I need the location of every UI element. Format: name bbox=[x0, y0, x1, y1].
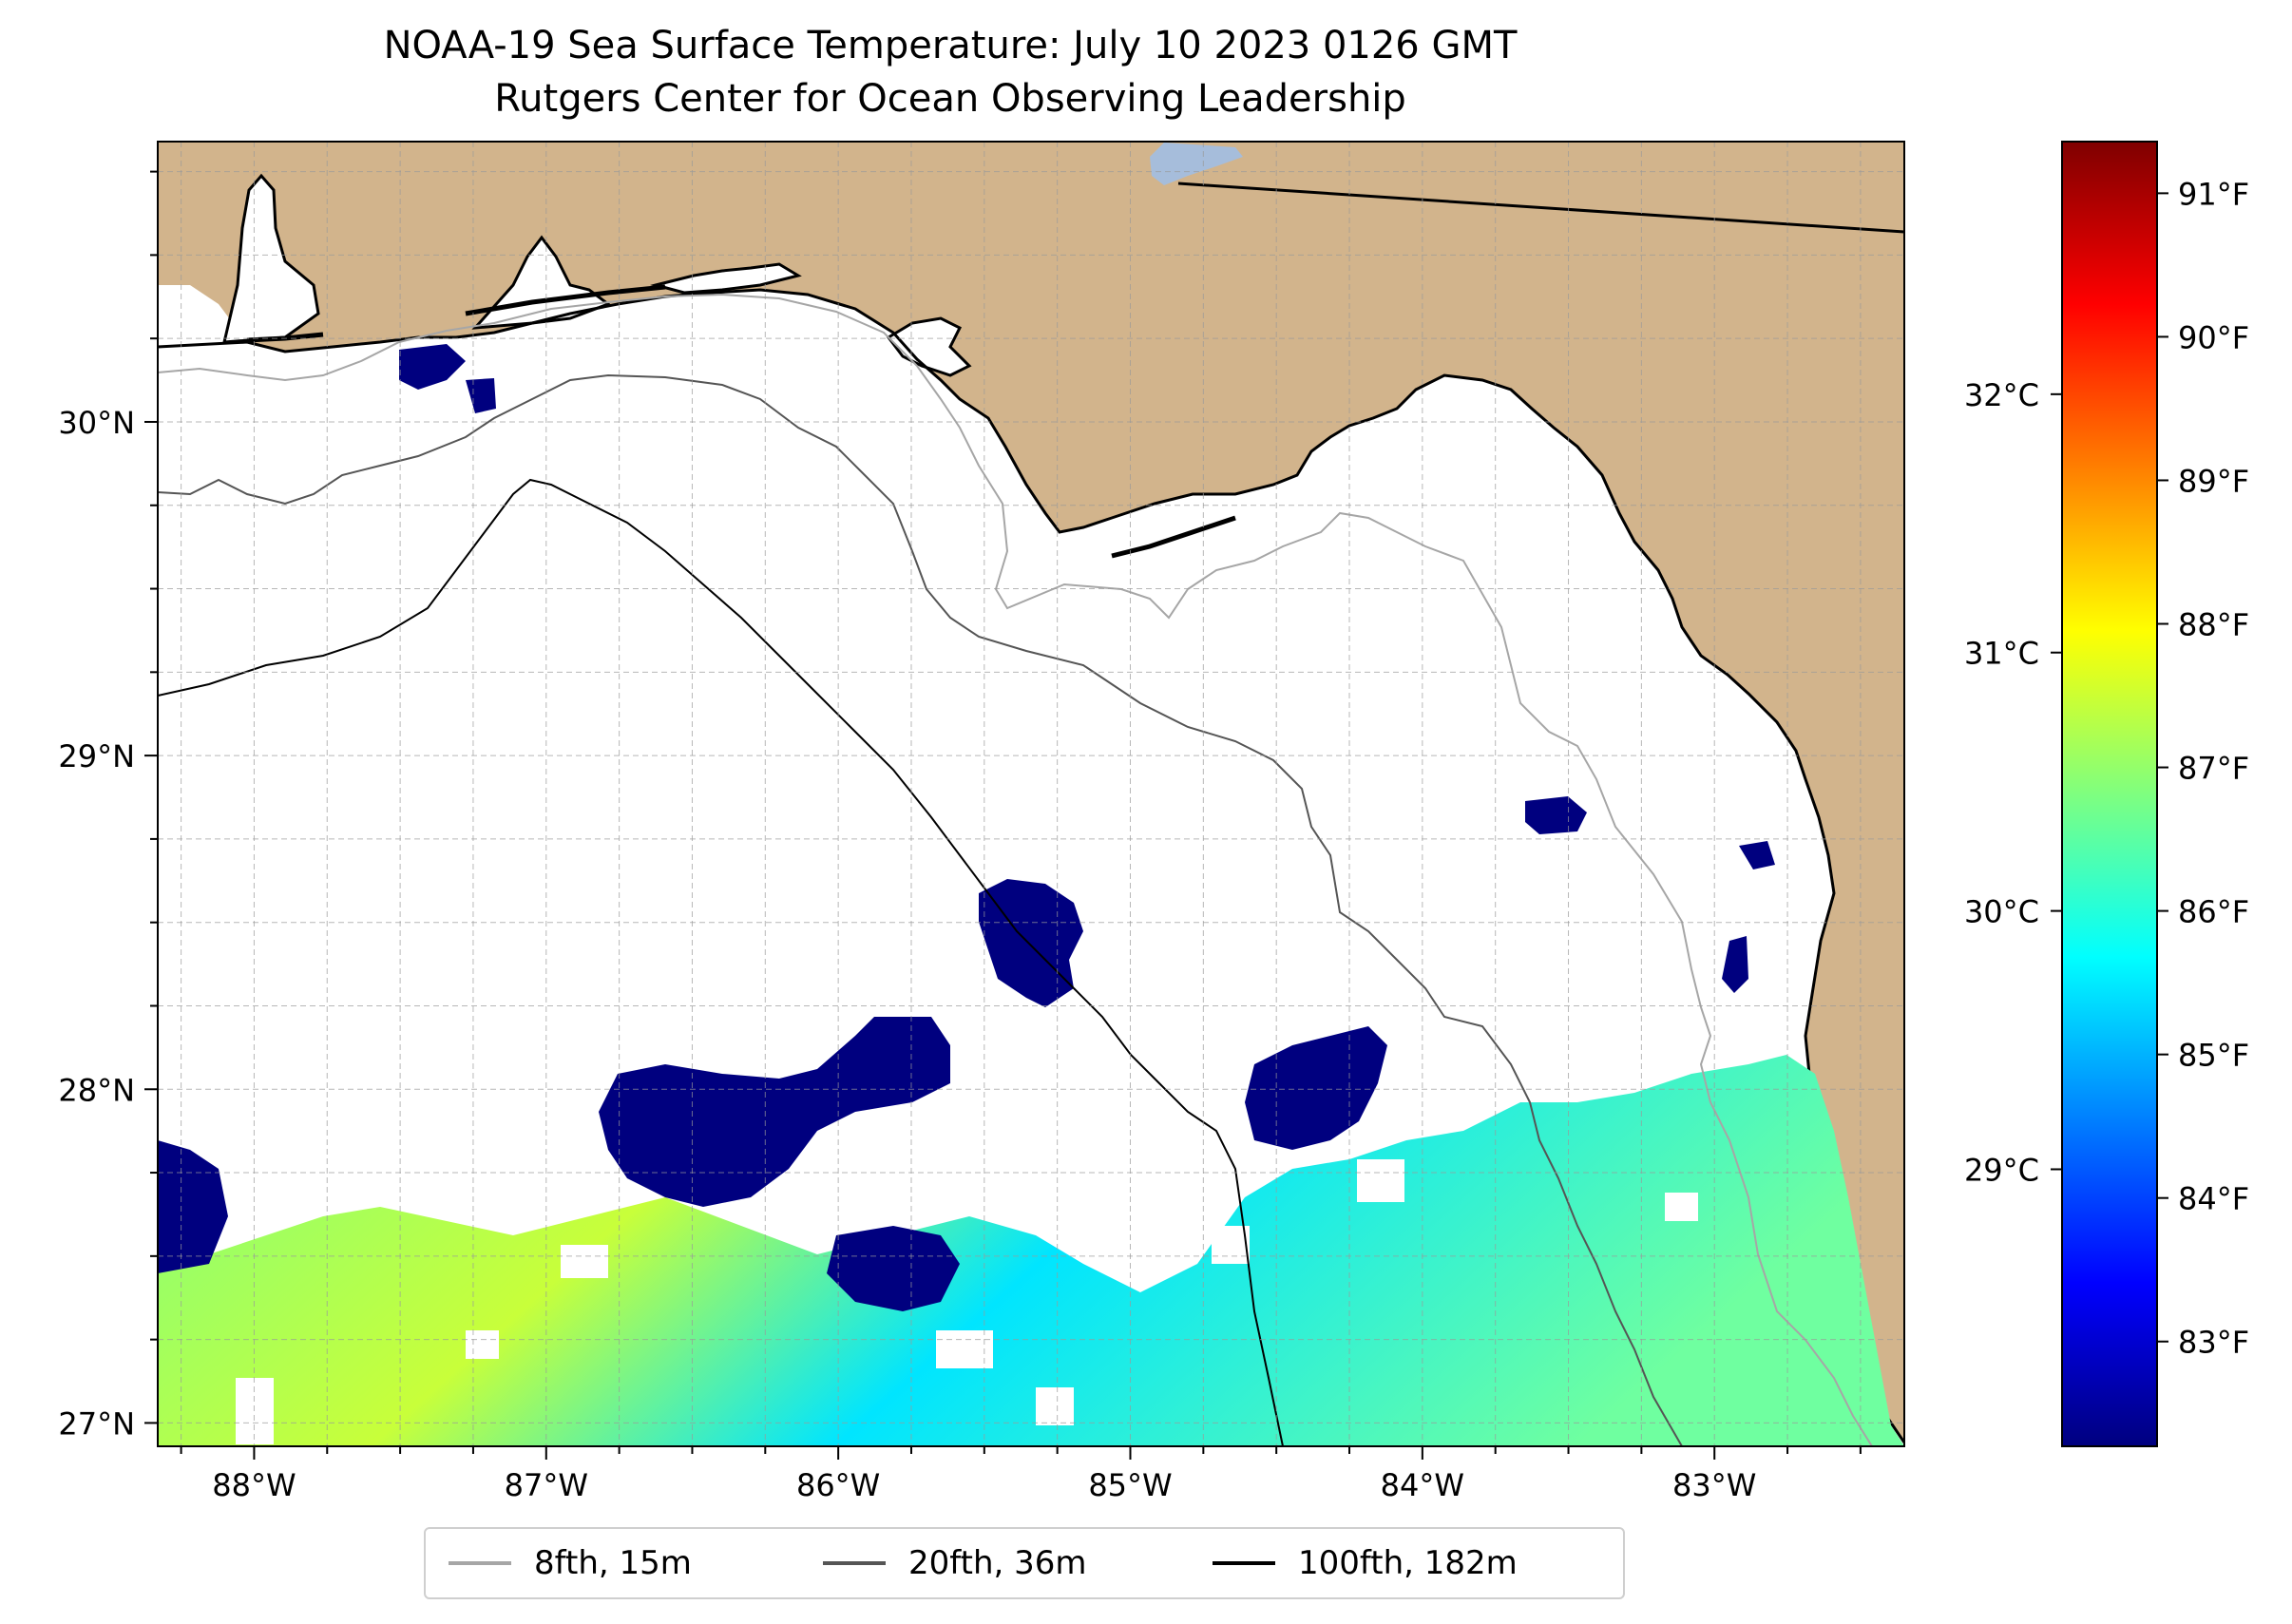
sst-gap bbox=[1665, 1193, 1698, 1221]
colorbar-celsius-label: 32°C bbox=[1964, 377, 2039, 413]
y-tick-label: 29°N bbox=[58, 738, 135, 774]
colorbar-fahrenheit-label: 90°F bbox=[2178, 319, 2249, 355]
sst-patch-ne-2 bbox=[1739, 841, 1775, 869]
state-boundary bbox=[1177, 182, 1904, 234]
sst-gap bbox=[1212, 1226, 1250, 1264]
map-subtitle: Rutgers Center for Ocean Observing Leade… bbox=[494, 77, 1406, 121]
sst-patch-west bbox=[158, 1140, 228, 1273]
sst-gap bbox=[466, 1330, 499, 1359]
legend-label: 100fth, 182m bbox=[1298, 1544, 1518, 1582]
contour-legend: 8fth, 15m 20fth, 36m 100fth, 182m bbox=[424, 1527, 1625, 1599]
sst-warm-band bbox=[158, 1055, 1904, 1446]
coastline bbox=[158, 288, 1904, 1443]
land-area bbox=[158, 142, 1904, 1442]
sst-patch-nw-2 bbox=[466, 378, 496, 413]
y-tick-labels: 30°N 29°N 28°N 27°N bbox=[58, 405, 135, 1442]
sst-gap bbox=[936, 1330, 993, 1368]
sst-patch-east bbox=[1245, 1026, 1387, 1150]
legend-label: 20fth, 36m bbox=[908, 1544, 1087, 1582]
x-tick-label: 84°W bbox=[1381, 1467, 1464, 1503]
colorbar-fahrenheit-label: 87°F bbox=[2178, 751, 2249, 787]
colorbar-fahrenheit-label: 83°F bbox=[2178, 1325, 2249, 1361]
legend-label: 8fth, 15m bbox=[534, 1544, 692, 1582]
colorbar-fahrenheit-label: 86°F bbox=[2178, 894, 2249, 930]
colorbar-gradient bbox=[2061, 141, 2158, 1447]
colorbar-fahrenheit-label: 84°F bbox=[2178, 1181, 2249, 1217]
y-tick-label: 27°N bbox=[58, 1405, 135, 1442]
gridlines bbox=[158, 142, 1904, 1446]
legend-item-182m: 100fth, 182m bbox=[1213, 1544, 1518, 1582]
lake-seminole bbox=[1150, 143, 1243, 185]
sst-cold-patches bbox=[158, 344, 1775, 1311]
sst-patch-main bbox=[599, 1017, 950, 1207]
legend-swatch bbox=[449, 1561, 511, 1565]
x-tick-label: 86°W bbox=[796, 1467, 880, 1503]
x-tick-label: 83°W bbox=[1672, 1467, 1756, 1503]
colorbar-fahrenheit-label: 85°F bbox=[2178, 1038, 2249, 1074]
colorbar-celsius-label: 29°C bbox=[1964, 1152, 2039, 1188]
legend-item-15m: 8fth, 15m bbox=[449, 1544, 692, 1582]
sst-gap bbox=[1036, 1387, 1074, 1425]
axis-ticks bbox=[144, 170, 1862, 1460]
y-tick-label: 28°N bbox=[58, 1072, 135, 1108]
colorbar: 32°C 31°C 30°C 29°C 91°F 90°F 89°F 88°F … bbox=[1964, 141, 2249, 1447]
contour-36m bbox=[158, 373, 1683, 1446]
x-tick-label: 85°W bbox=[1088, 1467, 1172, 1503]
y-tick-label: 30°N bbox=[58, 405, 135, 441]
colorbar-ticks bbox=[2051, 192, 2168, 1343]
sst-patch-ne-3 bbox=[1722, 936, 1748, 993]
colorbar-celsius-label: 30°C bbox=[1964, 894, 2039, 930]
map-title: NOAA-19 Sea Surface Temperature: July 10… bbox=[383, 24, 1518, 67]
sst-patch-ne-1 bbox=[1525, 796, 1587, 834]
map-frame bbox=[157, 141, 1905, 1447]
colorbar-celsius-label: 31°C bbox=[1964, 636, 2039, 672]
contour-182m bbox=[158, 478, 1284, 1446]
mobile-bay bbox=[222, 173, 320, 344]
x-tick-label: 88°W bbox=[212, 1467, 296, 1503]
contour-15m bbox=[158, 293, 1873, 1446]
sst-cloud-gaps bbox=[236, 1159, 1698, 1444]
legend-swatch bbox=[823, 1561, 886, 1565]
sst-patch-south bbox=[827, 1226, 960, 1311]
x-tick-label: 87°W bbox=[505, 1467, 588, 1503]
sst-gap bbox=[1357, 1159, 1404, 1202]
sst-gap bbox=[236, 1378, 274, 1444]
sst-patch-north bbox=[979, 879, 1083, 1007]
colorbar-fahrenheit-label: 91°F bbox=[2178, 176, 2249, 212]
legend-swatch bbox=[1213, 1561, 1275, 1565]
sst-gap bbox=[561, 1245, 608, 1278]
legend-item-36m: 20fth, 36m bbox=[823, 1544, 1087, 1582]
barrier-island-santa-rosa bbox=[465, 284, 666, 316]
colorbar-fahrenheit-label: 89°F bbox=[2178, 463, 2249, 499]
sst-patch-nw bbox=[399, 344, 466, 390]
choctawhatchee-bay bbox=[650, 262, 802, 295]
x-tick-labels: 88°W 87°W 86°W 85°W 84°W 83°W bbox=[212, 1467, 1756, 1503]
colorbar-fahrenheit-label: 88°F bbox=[2178, 607, 2249, 643]
